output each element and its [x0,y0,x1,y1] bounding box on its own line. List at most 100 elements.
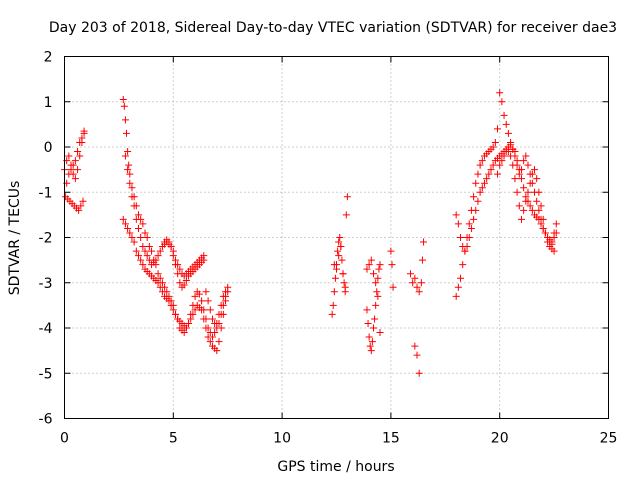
x-tick-label: 10 [273,431,291,447]
data-point [365,261,373,269]
data-point [522,152,530,160]
data-point [539,224,547,232]
data-point [165,238,173,246]
data-point [371,315,379,323]
data-point [121,116,129,124]
data-point [363,265,371,273]
data-point [507,141,515,149]
data-point [511,152,519,160]
data-point [165,297,173,305]
data-point [496,89,504,97]
data-point [535,206,543,214]
data-point [128,234,136,241]
plot-frame [64,56,609,419]
y-tick-label: -3 [39,276,53,292]
data-point [126,229,134,237]
data-point [195,290,203,298]
data-point [522,197,530,205]
y-tick-label: -6 [39,412,53,428]
data-point [387,247,395,255]
data-point [388,261,396,269]
data-point [130,202,138,210]
data-point [198,297,206,305]
data-point [217,310,225,318]
data-point [125,161,133,169]
data-point [520,206,528,214]
data-point [143,252,151,260]
data-point [367,347,375,355]
data-point [69,161,77,169]
data-point [375,265,383,273]
data-point [126,170,134,178]
data-point [420,238,428,246]
data-point [411,342,419,350]
data-point [415,288,423,296]
data-point [185,319,193,327]
data-point [454,283,462,291]
data-point [208,315,216,323]
data-point [487,166,495,174]
y-tick-label: 0 [44,140,53,156]
data-point [189,301,197,309]
data-point [364,319,372,327]
data-point [517,166,525,174]
data-point [132,247,140,255]
data-point [461,247,469,255]
data-point [369,324,377,332]
data-point [526,170,534,178]
data-point [342,211,350,219]
data-point [120,102,128,110]
data-point [180,329,188,337]
data-point [374,274,382,282]
data-point [494,125,502,133]
data-point [71,157,79,165]
data-point [156,283,164,291]
data-point [204,324,212,332]
data-point [528,179,536,187]
data-point [373,288,381,296]
data-point [531,166,539,174]
data-point [121,220,129,228]
y-tick-label: 2 [44,50,53,66]
data-point [504,129,512,137]
y-tick-labels: 2 1 0 -1 -2 -3 -4 -5 -6 [39,50,53,428]
chart-title: Day 203 of 2018, Sidereal Day-to-day VTE… [49,20,617,36]
data-point [485,170,493,178]
data-point [191,292,199,300]
data-point [156,247,164,255]
data-point [483,175,491,183]
data-point [329,301,337,309]
data-point [335,238,343,246]
y-tick-label: -4 [39,321,53,337]
y-tick-label: -2 [39,231,53,247]
data-point [541,229,549,237]
data-point [336,234,344,241]
data-point [537,215,545,223]
data-point [459,261,467,269]
data-point [502,148,510,156]
data-point [489,143,497,151]
data-point [494,170,502,178]
data-point [204,297,212,305]
data-point [130,238,138,246]
x-tick-label: 0 [60,431,69,447]
data-point [206,338,214,346]
data-point [134,252,142,260]
data-point [182,324,190,332]
data-point [333,265,340,273]
data-point [128,184,136,192]
data-point [180,281,188,289]
data-point [137,256,145,264]
data-point [537,202,545,210]
data-point [80,127,88,135]
data-point [213,347,221,355]
data-point [550,229,558,237]
data-point [328,310,336,318]
data-point [472,206,480,214]
data-point [154,252,162,260]
data-point [452,211,460,219]
data-point [124,166,132,174]
data-point [470,215,478,223]
data-point [411,274,419,282]
data-point [171,310,179,318]
